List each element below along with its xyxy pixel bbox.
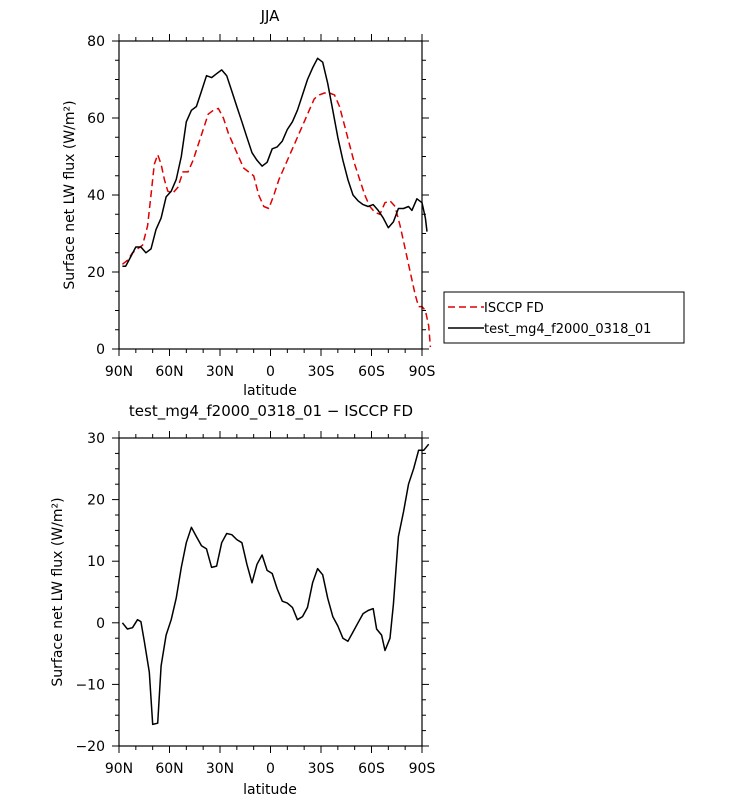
top-chart-title: JJA — [260, 7, 281, 25]
top-y-tick-label: 0 — [96, 342, 105, 358]
top-x-tick-label: 90N — [105, 364, 133, 380]
legend-box — [443, 291, 685, 344]
bottom-y-axis-label: Surface net LW flux (W/m²) — [50, 497, 66, 686]
bottom-chart-axes: 90N 60N 30N 0 30S 60S 90S −20 −10 0 10 20 30 — [75, 431, 435, 777]
bottom-y-tick-label: 20 — [87, 493, 105, 509]
bottom-series-line-0 — [121, 443, 430, 726]
top-plot-frame — [118, 40, 423, 350]
bottom-plot-frame — [118, 437, 423, 747]
top-chart: JJA 90N 60N 30N 0 30S 60S 90S 0 20 40 60 80 latitud… — [62, 7, 435, 399]
top-series-line-0 — [121, 92, 432, 348]
bottom-chart-title: test_mg4_f2000_0318_01 − ISCCP FD — [129, 402, 413, 421]
top-y-tick-label: 40 — [87, 188, 105, 204]
bottom-chart-series — [121, 443, 430, 726]
top-series-line-1 — [122, 57, 428, 267]
legend: ISCCP FD test_mg4_f2000_0318_01 — [443, 291, 685, 344]
bottom-y-tick-label: −10 — [75, 677, 105, 693]
bottom-x-tick-label: 60N — [155, 761, 183, 777]
bottom-x-axis-label: latitude — [243, 782, 297, 798]
bottom-y-tick-label: 10 — [87, 554, 105, 570]
top-chart-series — [121, 57, 432, 348]
top-y-tick-label: 20 — [87, 265, 105, 281]
bottom-x-tick-label: 60S — [358, 761, 385, 777]
bottom-y-tick-label: 0 — [96, 616, 105, 632]
top-chart-axes: 90N 60N 30N 0 30S 60S 90S 0 20 40 60 80 — [87, 34, 435, 380]
top-x-tick-label: 90S — [409, 364, 436, 380]
bottom-x-tick-label: 0 — [266, 761, 275, 777]
top-x-tick-label: 30N — [206, 364, 234, 380]
top-x-tick-label: 30S — [308, 364, 335, 380]
bottom-x-tick-label: 30S — [308, 761, 335, 777]
top-y-tick-label: 80 — [87, 34, 105, 50]
legend-label-isccp: ISCCP FD — [484, 301, 544, 316]
legend-label-model: test_mg4_f2000_0318_01 — [484, 322, 651, 337]
top-y-axis-label: Surface net LW flux (W/m²) — [62, 100, 78, 289]
bottom-y-tick-label: −20 — [75, 739, 105, 755]
bottom-x-tick-label: 90S — [409, 761, 436, 777]
top-x-tick-label: 0 — [266, 364, 275, 380]
bottom-chart: test_mg4_f2000_0318_01 − ISCCP FD 90N 60N… — [50, 402, 435, 798]
top-x-axis-label: latitude — [243, 383, 297, 399]
bottom-y-tick-label: 30 — [87, 431, 105, 447]
bottom-x-tick-label: 90N — [105, 761, 133, 777]
top-x-tick-label: 60N — [155, 364, 183, 380]
top-y-tick-label: 60 — [87, 111, 105, 127]
top-x-tick-label: 60S — [358, 364, 385, 380]
bottom-x-tick-label: 30N — [206, 761, 234, 777]
